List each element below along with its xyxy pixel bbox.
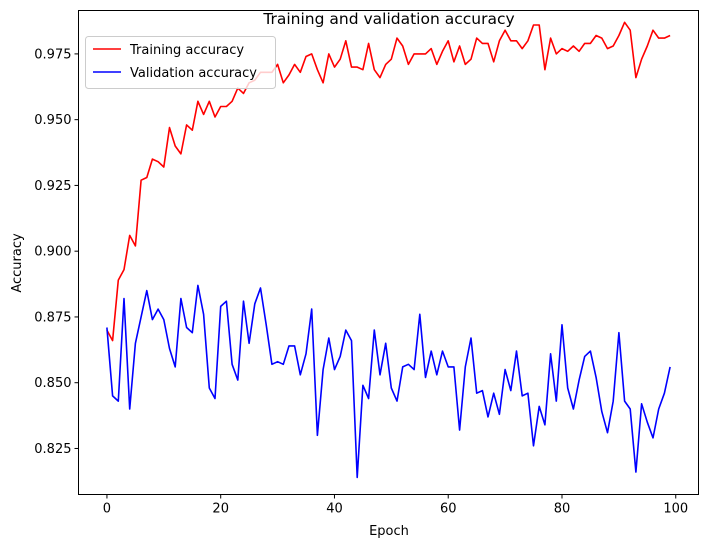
y-tick-label: 0.975: [34, 47, 71, 62]
x-tick-label: 100: [663, 502, 688, 517]
legend-label-validation: Validation accuracy: [130, 66, 257, 81]
x-tick-label: 20: [212, 502, 229, 517]
series-layer: [106, 21, 671, 479]
y-tick-label: 0.950: [34, 113, 71, 128]
legend-label-training: Training accuracy: [129, 43, 244, 58]
series-line-validation-accuracy: [106, 284, 671, 479]
y-tick-label: 0.850: [34, 376, 71, 391]
y-tick-label: 0.925: [34, 179, 71, 194]
x-axis-title: Epoch: [369, 524, 409, 539]
x-tick-label: 0: [103, 502, 111, 517]
y-axis: 0.825 0.850 0.875 0.900 0.925 0.950 0.975: [34, 47, 79, 457]
x-tick-label: 60: [440, 502, 457, 517]
chart-title: Training and validation accuracy: [262, 10, 514, 28]
x-tick-label: 40: [326, 502, 343, 517]
x-axis: 0 20 40 60 80 100: [103, 494, 688, 517]
legend: Training accuracy Validation accuracy: [85, 36, 276, 89]
x-tick-label: 80: [554, 502, 571, 517]
y-tick-label: 0.825: [34, 442, 71, 457]
y-axis-title: Accuracy: [10, 233, 25, 293]
series-line-training-accuracy: [106, 21, 671, 342]
y-tick-label: 0.900: [34, 245, 71, 260]
legend-box: [85, 36, 276, 89]
y-tick-label: 0.875: [34, 310, 71, 325]
plot-frame: [78, 10, 699, 495]
